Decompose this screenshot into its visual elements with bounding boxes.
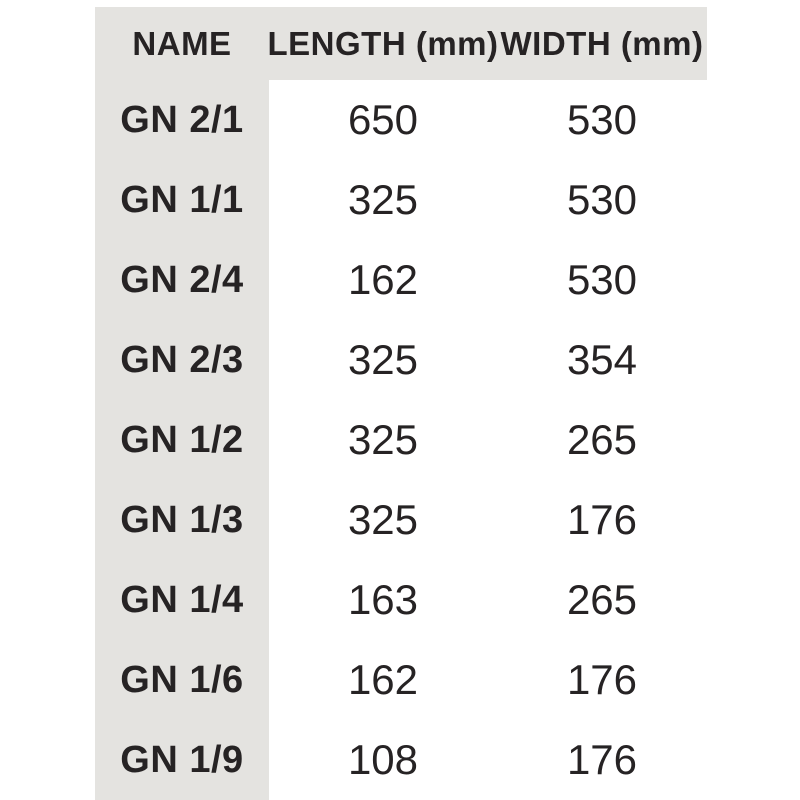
row-value-cell: 530 [566,176,638,223]
table-row: GN 2/4 162 530 [95,240,707,320]
row-name-cell: GN 2/1 [95,80,269,160]
row-value-cell: 163 [347,576,419,623]
column-header-name: NAME [132,24,232,62]
row-value-cell: 530 [566,256,638,303]
table-header-row: NAME LENGTH (mm) WIDTH (mm) [95,7,707,80]
row-name-cell: GN 1/9 [95,720,269,800]
row-value-cell: 265 [566,576,638,623]
row-value-cell: 108 [347,736,419,783]
row-name-cell: GN 2/4 [95,240,269,320]
row-value-cell: 325 [347,176,419,223]
table-row: GN 1/4 163 265 [95,560,707,640]
table-body: GN 2/1 650 530 GN 1/1 325 530 GN 2/4 162 530 GN 2… [95,80,707,800]
row-value-cell: 530 [566,96,638,143]
table-row: GN 1/2 325 265 [95,400,707,480]
row-value-cell: 176 [566,656,638,703]
table-row: GN 1/1 325 530 [95,160,707,240]
row-value-cell: 325 [347,336,419,383]
row-value-cell: 325 [347,496,419,543]
gastronorm-size-table: NAME LENGTH (mm) WIDTH (mm) GN 2/1 650 530… [95,7,707,800]
row-value-cell: 650 [347,96,419,143]
column-header-width: WIDTH (mm) [500,24,704,62]
row-name-cell: GN 2/3 [95,320,269,400]
row-value-cell: 176 [566,496,638,543]
row-value-cell: 265 [566,416,638,463]
table-row: GN 2/1 650 530 [95,80,707,160]
column-header-length: LENGTH (mm) [267,24,499,62]
row-value-cell: 325 [347,416,419,463]
table-row: GN 2/3 325 354 [95,320,707,400]
row-name-cell: GN 1/3 [95,480,269,560]
table-row: GN 1/3 325 176 [95,480,707,560]
table-row: GN 1/9 108 176 [95,720,707,800]
row-value-cell: 176 [566,736,638,783]
row-name-cell: GN 1/6 [95,640,269,720]
table-row: GN 1/6 162 176 [95,640,707,720]
row-name-cell: GN 1/4 [95,560,269,640]
row-value-cell: 162 [347,656,419,703]
row-name-cell: GN 1/2 [95,400,269,480]
row-value-cell: 354 [566,336,638,383]
row-name-cell: GN 1/1 [95,160,269,240]
row-value-cell: 162 [347,256,419,303]
